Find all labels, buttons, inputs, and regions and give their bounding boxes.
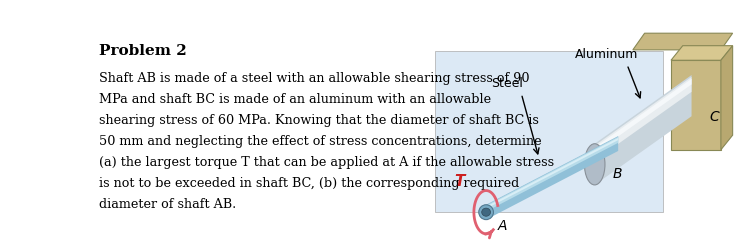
Text: Steel: Steel — [490, 77, 522, 90]
Text: (a) the largest torque T that can be applied at A if the allowable stress: (a) the largest torque T that can be app… — [99, 156, 554, 169]
Text: Problem 2: Problem 2 — [99, 44, 186, 58]
Polygon shape — [486, 138, 618, 209]
Polygon shape — [594, 77, 692, 161]
Polygon shape — [671, 60, 721, 150]
Ellipse shape — [481, 208, 490, 216]
Text: diameter of shaft AB.: diameter of shaft AB. — [99, 198, 236, 211]
Ellipse shape — [478, 205, 493, 220]
Text: A: A — [498, 219, 507, 233]
Polygon shape — [671, 46, 733, 60]
Text: B: B — [612, 167, 622, 181]
Polygon shape — [633, 33, 733, 50]
Ellipse shape — [585, 144, 605, 185]
Polygon shape — [486, 136, 618, 220]
Polygon shape — [594, 79, 692, 153]
Text: Shaft AB is made of a steel with an allowable shearing stress of 90: Shaft AB is made of a steel with an allo… — [99, 72, 529, 85]
Polygon shape — [486, 137, 618, 212]
Text: MPa and shaft BC is made of an aluminum with an allowable: MPa and shaft BC is made of an aluminum … — [99, 93, 491, 106]
Text: is not to be exceeded in shaft BC, (b) the corresponding required: is not to be exceeded in shaft BC, (b) t… — [99, 177, 519, 190]
Polygon shape — [721, 46, 733, 150]
Text: 50 mm and neglecting the effect of stress concentrations, determine: 50 mm and neglecting the effect of stres… — [99, 135, 541, 148]
FancyBboxPatch shape — [435, 51, 663, 212]
Text: Aluminum: Aluminum — [575, 48, 638, 61]
Text: T: T — [454, 174, 464, 189]
Text: shearing stress of 60 MPa. Knowing that the diameter of shaft BC is: shearing stress of 60 MPa. Knowing that … — [99, 114, 539, 127]
Polygon shape — [594, 75, 692, 185]
Text: C: C — [709, 110, 719, 124]
